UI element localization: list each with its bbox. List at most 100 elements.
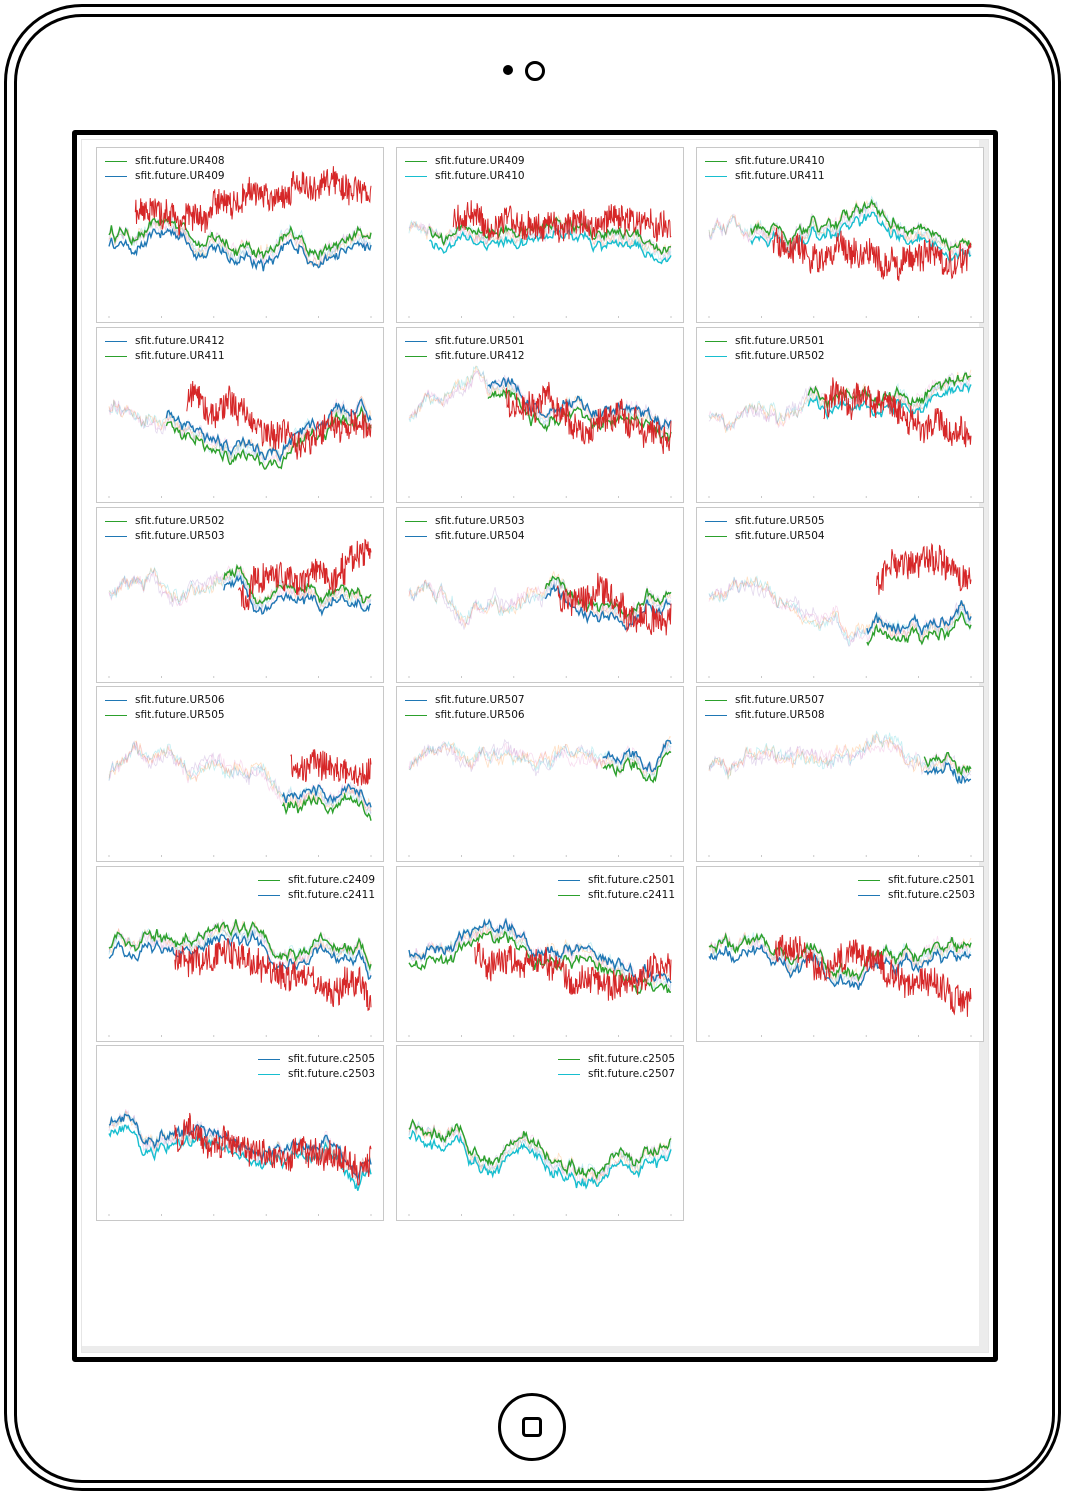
line-chart <box>408 1118 672 1216</box>
spread-series-line <box>174 1112 372 1186</box>
line-chart <box>408 917 672 1037</box>
legend-swatch <box>105 700 127 701</box>
background-series-line <box>108 219 372 267</box>
highlighted-series-line <box>281 783 372 808</box>
legend-entry: sfit.future.UR412 <box>105 334 225 349</box>
chart-legend: sfit.future.UR506 sfit.future.UR505 <box>105 693 225 723</box>
background-series-line <box>108 923 372 975</box>
legend-entry: sfit.future.c2503 <box>257 1067 375 1082</box>
background-series-line <box>108 922 372 967</box>
legend-swatch <box>105 521 127 522</box>
background-series-line <box>408 1119 672 1183</box>
legend-entry: sfit.future.UR505 <box>705 514 825 529</box>
legend-label: sfit.future.UR505 <box>135 709 225 721</box>
legend-label: sfit.future.UR503 <box>135 530 225 542</box>
highlighted-series-line <box>602 750 672 784</box>
legend-swatch <box>557 880 580 881</box>
legend-label: sfit.future.UR409 <box>435 155 525 167</box>
legend-entry: sfit.future.c2409 <box>257 873 375 888</box>
background-series-line <box>108 740 372 812</box>
legend-entry: sfit.future.UR409 <box>405 154 525 169</box>
legend-label: sfit.future.UR409 <box>135 170 225 182</box>
legend-swatch <box>105 536 127 537</box>
legend-entry: sfit.future.UR504 <box>405 529 525 544</box>
legend-entry: sfit.future.UR507 <box>405 693 525 708</box>
chart-panel: sfit.future.UR501 sfit.future.UR412 <box>396 327 684 503</box>
legend-entry: sfit.future.c2507 <box>557 1067 675 1082</box>
background-series-line <box>708 370 972 432</box>
highlighted-series-line <box>866 610 972 647</box>
legend-entry: sfit.future.UR501 <box>705 334 825 349</box>
horizontal-scrollbar[interactable] <box>82 1346 988 1352</box>
spread-series-line <box>474 941 672 1001</box>
background-series-line <box>408 738 672 777</box>
background-series-line <box>408 576 672 624</box>
background-series-line <box>708 201 972 253</box>
legend-label: sfit.future.UR506 <box>135 694 225 706</box>
line-chart <box>708 730 972 857</box>
legend-entry: sfit.future.c2505 <box>557 1052 675 1067</box>
legend-entry: sfit.future.UR505 <box>105 708 225 723</box>
highlighted-series-line <box>487 376 672 432</box>
highlighted-series-line <box>544 583 672 631</box>
legend-label: sfit.future.UR502 <box>135 515 225 527</box>
chart-panel: sfit.future.UR503 sfit.future.UR504 <box>396 507 684 683</box>
legend-label: sfit.future.c2505 <box>587 1053 675 1065</box>
highlighted-series-line <box>602 739 672 773</box>
chart-panel: sfit.future.UR412 sfit.future.UR411 <box>96 327 384 503</box>
legend-swatch <box>557 1074 580 1075</box>
spread-series-line <box>186 380 372 460</box>
legend-entry: sfit.future.UR408 <box>105 154 225 169</box>
spread-series-line <box>556 572 672 636</box>
chart-panel: sfit.future.c2501 sfit.future.c2411 <box>396 866 684 1042</box>
legend-label: sfit.future.c2507 <box>587 1068 675 1080</box>
legend-swatch <box>705 536 727 537</box>
chart-panel: sfit.future.UR505 sfit.future.UR504 <box>696 507 984 683</box>
legend-swatch <box>405 161 427 162</box>
highlighted-series-line <box>108 217 372 260</box>
chart-legend: sfit.future.UR507 sfit.future.UR508 <box>705 693 825 723</box>
legend-label: sfit.future.c2411 <box>287 889 375 901</box>
line-chart <box>108 740 372 857</box>
legend-label: sfit.future.UR501 <box>435 335 525 347</box>
legend-entry: sfit.future.UR502 <box>705 349 825 364</box>
line-chart <box>108 1109 372 1216</box>
legend-swatch <box>405 715 427 716</box>
legend-label: sfit.future.UR410 <box>435 170 525 182</box>
background-series-line <box>408 736 672 777</box>
legend-swatch <box>705 161 727 162</box>
home-button[interactable] <box>498 1393 566 1461</box>
highlighted-series-line <box>408 1118 672 1180</box>
legend-label: sfit.future.c2411 <box>587 889 675 901</box>
spread-series-line <box>772 227 972 282</box>
chart-panel: sfit.future.c2501 sfit.future.c2503 <box>696 866 984 1042</box>
highlighted-series-line <box>408 1129 672 1190</box>
legend-label: sfit.future.c2505 <box>287 1053 375 1065</box>
background-series-line <box>708 575 972 646</box>
chart-panel: sfit.future.UR408 sfit.future.UR409 <box>96 147 384 323</box>
chart-panel: sfit.future.UR410 sfit.future.UR411 <box>696 147 984 323</box>
chart-legend: sfit.future.UR505 sfit.future.UR504 <box>705 514 825 544</box>
legend-label: sfit.future.c2503 <box>287 1068 375 1080</box>
spread-series-line <box>505 381 672 454</box>
tablet-screen: sfit.future.UR408 sfit.future.UR409 sfit.f… <box>72 130 998 1362</box>
legend-label: sfit.future.UR501 <box>735 335 825 347</box>
legend-entry: sfit.future.c2505 <box>257 1052 375 1067</box>
highlighted-series-line <box>165 405 372 470</box>
legend-swatch <box>105 176 127 177</box>
chart-panel: sfit.future.UR507 sfit.future.UR506 <box>396 686 684 862</box>
highlighted-series-line <box>408 930 672 996</box>
legend-swatch <box>705 521 727 522</box>
legend-swatch <box>705 700 727 701</box>
legend-label: sfit.future.UR412 <box>435 350 525 362</box>
legend-swatch <box>705 176 727 177</box>
line-chart <box>108 538 372 678</box>
legend-label: sfit.future.UR504 <box>735 530 825 542</box>
legend-swatch <box>705 341 727 342</box>
chart-legend: sfit.future.UR507 sfit.future.UR506 <box>405 693 525 723</box>
chart-legend: sfit.future.UR502 sfit.future.UR503 <box>105 514 225 544</box>
legend-label: sfit.future.c2409 <box>287 874 375 886</box>
highlighted-series-line <box>408 917 672 985</box>
chart-legend: sfit.future.UR412 sfit.future.UR411 <box>105 334 225 364</box>
background-series-line <box>108 216 372 264</box>
